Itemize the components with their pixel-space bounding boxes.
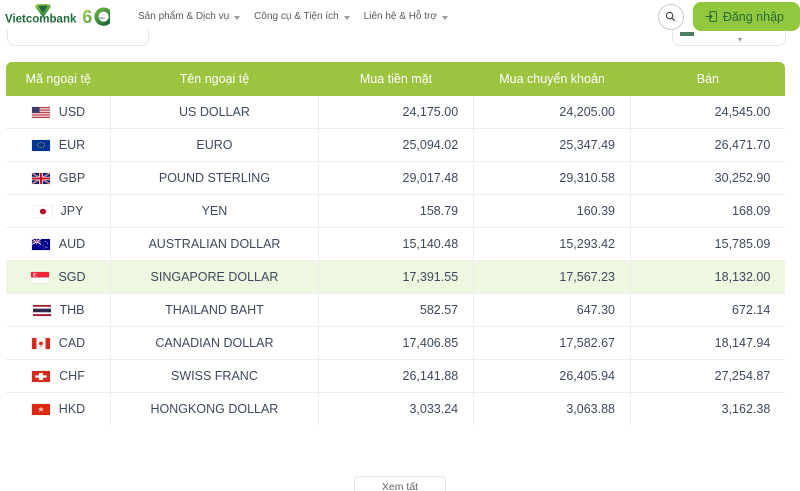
svg-text:6: 6 (83, 7, 92, 27)
svg-text:năm: năm (99, 15, 105, 19)
svg-text:Vietcombank: Vietcombank (5, 13, 77, 25)
